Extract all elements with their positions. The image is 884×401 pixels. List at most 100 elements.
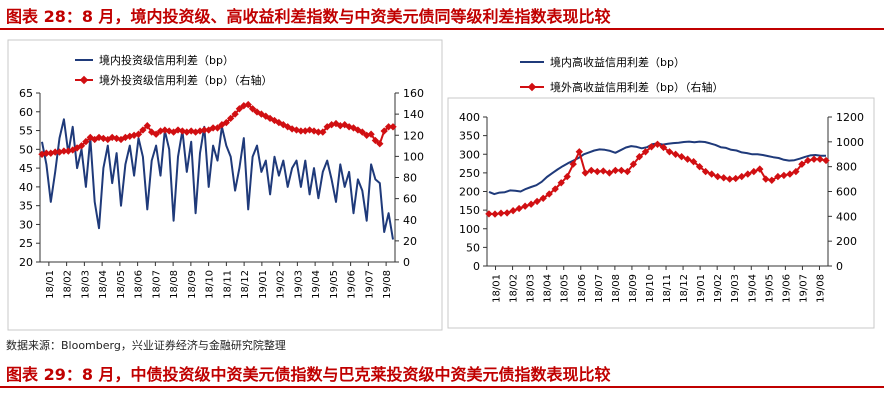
right-series-2-point — [804, 156, 812, 165]
left-xtick-label: 18/09 — [187, 270, 198, 299]
left-xtick-label: 18/06 — [134, 270, 145, 299]
right-xtick-label: 19/03 — [730, 274, 741, 303]
right-series-2-point — [641, 148, 650, 156]
left-xtick-label: 18/07 — [151, 270, 162, 299]
right-series-2-point — [774, 172, 782, 181]
left-xtick-label: 18/10 — [205, 270, 216, 299]
right-legend-marker-2 — [527, 82, 537, 92]
right-xtick-label: 18/01 — [492, 274, 503, 303]
right-series-2-point — [701, 167, 710, 176]
left-ytick-left-label: 35 — [19, 200, 33, 213]
right-xtick-label: 18/12 — [679, 274, 690, 303]
left-series-2-point — [314, 128, 323, 136]
left-xtick-label: 19/02 — [276, 270, 287, 299]
right-series-2-point — [822, 156, 830, 165]
left-xtick-label: 19/05 — [329, 270, 340, 299]
right-chart-frame — [447, 97, 875, 329]
right-series-2-point — [623, 167, 632, 176]
left-xtick-label: 19/06 — [347, 270, 358, 299]
right-series-2-point — [762, 175, 770, 183]
left-xtick-label: 19/03 — [293, 270, 304, 299]
charts-canvas: 境内投资级信用利差（bp） 境外投资级信用利差（bp）（右轴） 20 25 30 35… — [7, 39, 875, 331]
left-series-2-point — [143, 122, 151, 130]
right-ytick-right-label: 0 — [836, 260, 843, 273]
right-series-2-point — [605, 169, 614, 177]
left-ytick-left-label: 20 — [19, 256, 33, 269]
left-series-2-point — [297, 127, 305, 135]
left-ytick-right-label: 160 — [403, 87, 424, 100]
left-series-1-line — [41, 118, 394, 240]
right-series-2-point — [617, 166, 626, 175]
figure-title: 图表 28：8 月，境内投资级、高收益利差指数与中资美元债同等级利差指数表现比较 — [6, 7, 611, 26]
right-ytick-right-label: 800 — [836, 161, 857, 174]
left-series-2-point — [213, 124, 222, 132]
left-chart: 境内投资级信用利差（bp） 境外投资级信用利差（bp）（右轴） 20 25 30 35… — [7, 39, 443, 331]
left-xtick-label: 18/02 — [63, 270, 74, 299]
right-xtick-label: 18/03 — [526, 274, 537, 303]
right-xtick-label: 18/10 — [645, 274, 656, 303]
left-xtick-label: 19/01 — [258, 270, 269, 299]
left-plot: 20 25 30 35 40 45 50 55 60 65 0 20 40 60 80 100 120 140 16… — [19, 87, 424, 299]
left-ytick-right-label: 100 — [403, 150, 424, 163]
right-xtick-label: 19/05 — [764, 274, 775, 303]
left-series-2-point — [60, 147, 68, 155]
right-ytick-right-label: 200 — [836, 235, 857, 248]
right-xtick-label: 19/02 — [713, 274, 724, 303]
right-xtick-label: 18/08 — [611, 274, 622, 303]
right-ytick-left-label: 50 — [466, 241, 480, 254]
right-ytick-right-label: 1200 — [836, 111, 864, 124]
left-series-2-point — [200, 126, 208, 134]
left-xtick-label: 18/04 — [98, 270, 109, 299]
left-series-2-point — [226, 114, 235, 123]
left-series-2-point — [222, 118, 230, 127]
right-ytick-left-label: 0 — [473, 260, 480, 273]
right-ytick-right-label: 1000 — [836, 136, 864, 149]
left-series-2-point — [384, 123, 393, 131]
right-series-2-point — [599, 167, 607, 175]
left-series-2-point — [248, 105, 257, 113]
right-xtick-label: 18/04 — [543, 274, 554, 303]
right-series-2-point — [768, 176, 776, 184]
left-ytick-right-label: 20 — [403, 235, 417, 248]
left-series-2-point — [380, 127, 388, 135]
left-series-2-point — [82, 137, 90, 146]
right-series-2-point — [744, 170, 752, 178]
right-series-2-point — [726, 175, 734, 183]
right-ytick-left-label: 150 — [459, 204, 480, 217]
right-xtick-label: 18/09 — [628, 274, 639, 303]
left-series-2-point — [389, 123, 397, 131]
left-ytick-left-label: 40 — [19, 181, 33, 194]
right-series-2-point — [491, 210, 499, 218]
right-series-2-point — [714, 172, 722, 181]
next-figure-title-bar: 图表 29：8 月，中债投资级中资美元债指数与巴克莱投资级中资美元债指数表现比较 — [0, 358, 884, 388]
left-series-2-point — [371, 136, 380, 145]
right-series-2-point — [563, 172, 571, 181]
data-source-note: 数据来源：Bloomberg，兴业证券经济与金融研究院整理 — [6, 339, 286, 352]
left-ytick-left-label: 55 — [19, 125, 33, 138]
left-series-2-point — [244, 100, 252, 109]
right-xtick-label: 19/04 — [747, 274, 758, 303]
right-legend-label-2: 境外高收益信用利差（bp）（右轴） — [550, 80, 723, 94]
right-series-2-point — [515, 204, 523, 213]
right-ytick-left-label: 350 — [459, 130, 480, 143]
left-ytick-left-label: 60 — [19, 106, 33, 119]
right-series-2-point — [786, 170, 794, 178]
right-ytick-left-label: 400 — [459, 111, 480, 124]
left-xtick-label: 19/07 — [364, 270, 375, 299]
right-series-2-point — [485, 210, 493, 218]
right-series-2-point — [629, 160, 638, 168]
left-series-2-point — [231, 110, 239, 118]
right-series-2-point — [539, 194, 547, 202]
left-ytick-right-label: 60 — [403, 193, 417, 206]
right-ytick-left-label: 250 — [459, 167, 480, 180]
left-ytick-left-label: 65 — [19, 87, 33, 100]
right-ytick-left-label: 200 — [459, 186, 480, 199]
left-ytick-right-label: 80 — [403, 172, 417, 185]
left-xtick-label: 18/11 — [222, 270, 233, 299]
left-ytick-right-label: 40 — [403, 214, 417, 227]
left-ytick-left-label: 30 — [19, 218, 33, 231]
right-chart: 境内高收益信用利差（bp） 境外高收益信用利差（bp）（右轴） 0 50 100 15… — [447, 55, 875, 329]
left-xtick-label: 18/03 — [80, 270, 91, 299]
left-legend-label-2: 境外投资级信用利差（bp）（右轴） — [99, 73, 272, 87]
left-xtick-label: 19/08 — [382, 270, 393, 299]
